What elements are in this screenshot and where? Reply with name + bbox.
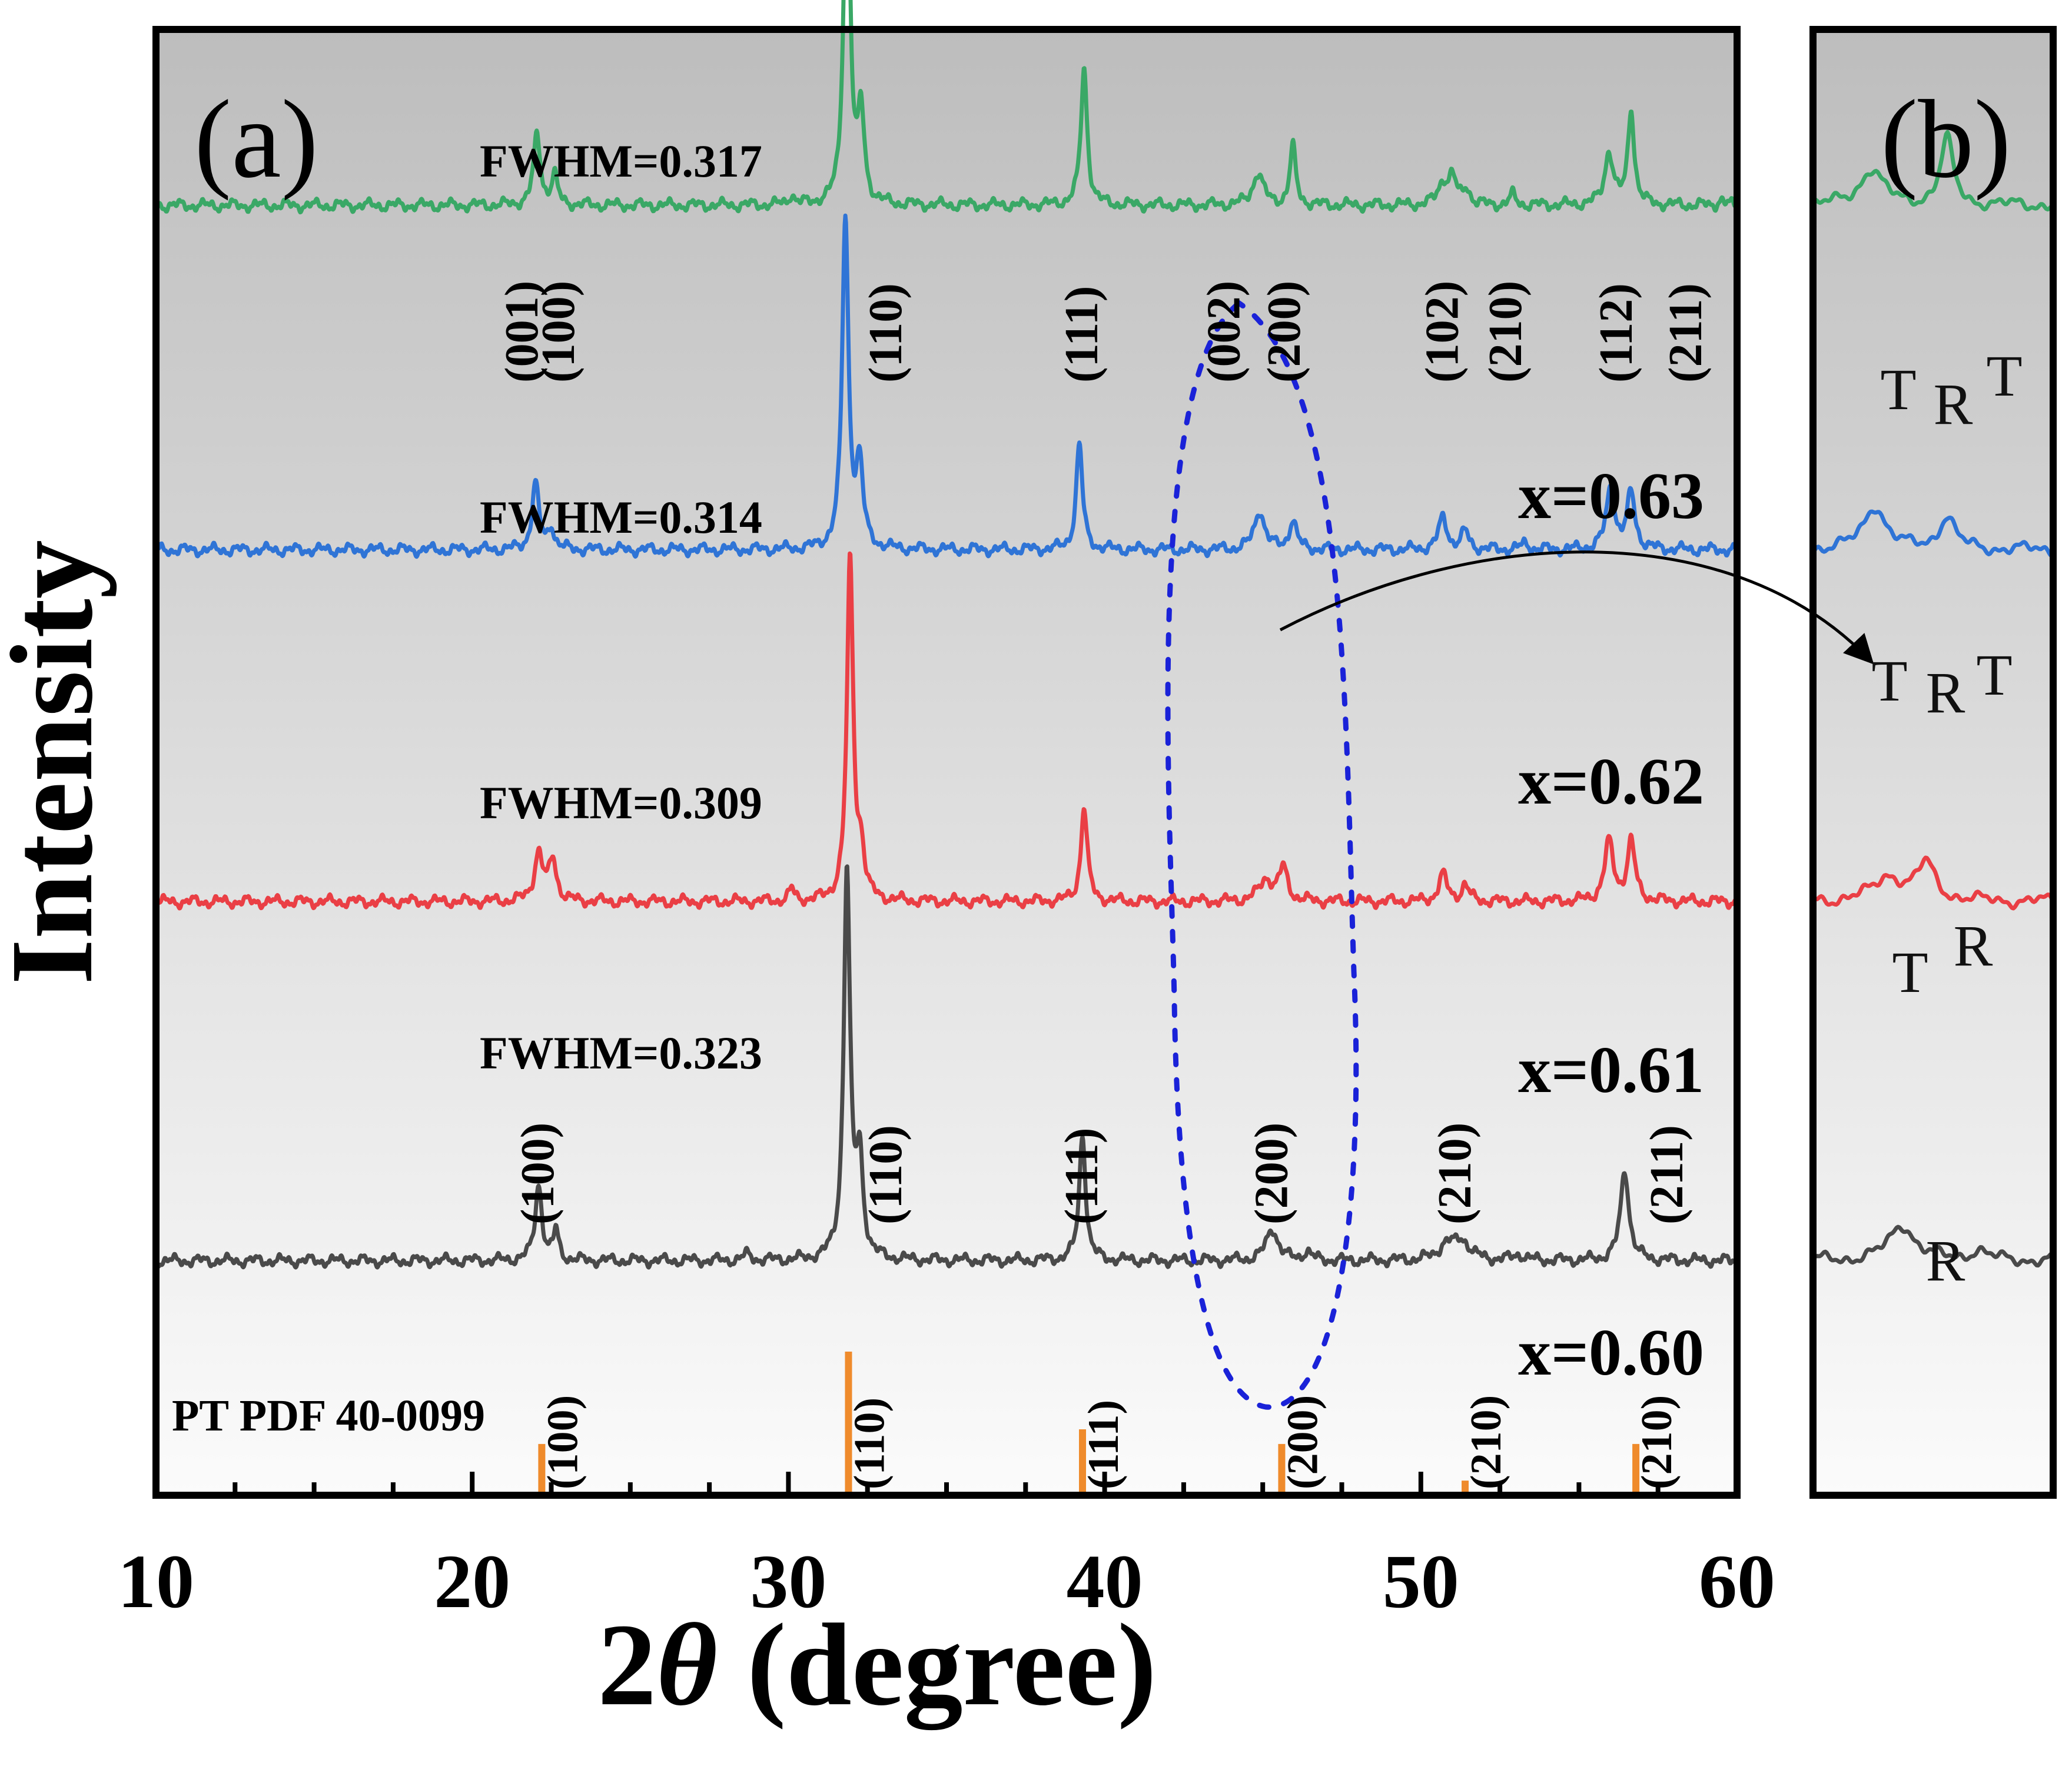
peak-index-label: (102)	[1416, 281, 1468, 383]
reference-name: PT PDF 40-0099	[172, 1391, 485, 1441]
x-tick-label: 50	[1383, 1539, 1459, 1624]
inset-phase-label: T	[1880, 357, 1916, 422]
reference-stick-label: (100)	[539, 1395, 587, 1489]
x-axis-label-theta: θ	[656, 1600, 718, 1730]
inset-phase-label: R	[1954, 913, 1993, 978]
peak-index-label: (111)	[1056, 1128, 1108, 1224]
y-axis-label: Intensity	[0, 540, 117, 985]
x-axis-label: 2θ (degree)	[597, 1600, 1157, 1730]
inset-phase-label: T	[1986, 343, 2022, 409]
inset-trace-x-0-61	[1812, 855, 2056, 911]
trace-x-0-60	[154, 864, 1739, 1270]
reference-stick-label: (110)	[845, 1398, 894, 1489]
composition-label-x-0-63: x=0.63	[1518, 460, 1704, 533]
x-axis-label-suffix: (degree)	[718, 1600, 1157, 1730]
reference-sticks: (100) (110) (111) (200) (210) (210)PT PDF 40-…	[172, 1351, 1681, 1495]
x-tick-label: 30	[750, 1539, 826, 1624]
fwhm-label-x-0-60: FWHM=0.323	[480, 1027, 762, 1078]
inset-phase-label: R	[1926, 1228, 1965, 1293]
x-tick-label: 60	[1699, 1539, 1775, 1624]
panel-b-frame	[1809, 26, 2057, 1499]
inset-phase-label: T	[1892, 940, 1928, 1005]
reference-stick-label: (210)	[1462, 1395, 1510, 1489]
inset-trace-x-0-60	[1811, 1224, 2054, 1268]
peak-index-label: (110)	[860, 283, 912, 383]
peak-index-label: (002)	[1198, 281, 1250, 383]
composition-label-x-0-62: x=0.62	[1518, 745, 1704, 818]
inset-trace-x-0-63	[1811, 130, 2054, 212]
zoom-arrow	[1279, 550, 1874, 665]
x-tick-label: 40	[1067, 1539, 1143, 1624]
xrd-traces	[154, 0, 1739, 1270]
x-tick-label: 10	[118, 1539, 194, 1624]
composition-label-x-0-60: x=0.60	[1518, 1316, 1704, 1389]
inset-phase-label: R	[1934, 371, 1973, 437]
peak-index-label: (100)	[512, 1123, 564, 1224]
peak-index-label: (100)	[533, 281, 585, 383]
x-axis-label-prefix: 2	[597, 1600, 656, 1730]
fwhm-label-x-0-63: FWHM=0.317	[480, 135, 762, 187]
inset-trace-x-0-62	[1811, 509, 2054, 558]
phase-region-ellipse	[1165, 300, 1359, 1410]
panel-a-background	[156, 29, 1737, 1495]
peak-index-label: (112)	[1590, 283, 1642, 383]
trace-x-0-63	[154, 0, 1739, 215]
trace-x-0-62	[154, 213, 1739, 559]
peak-index-label: (211)	[1660, 283, 1712, 383]
peak-index-label: (001)	[496, 281, 548, 383]
peak-index-label: (210)	[1429, 1123, 1481, 1224]
panel-a-label: (a)	[194, 78, 318, 201]
peak-index-label: (200)	[1246, 1123, 1297, 1224]
peak-index-label: (210)	[1480, 281, 1532, 383]
reference-stick-label: (210)	[1633, 1395, 1681, 1489]
peak-index-label: (211)	[1641, 1125, 1693, 1224]
composition-label-x-0-61: x=0.61	[1518, 1034, 1704, 1107]
inset-phase-label: T	[1871, 648, 1907, 713]
fwhm-label-x-0-62: FWHM=0.314	[480, 492, 762, 543]
trace-x-0-61	[154, 551, 1739, 911]
x-tick-label: 20	[434, 1539, 510, 1624]
inset-phase-label: R	[1926, 660, 1965, 725]
x-axis-ticks: 10 20 30 40 50 60	[118, 1472, 1775, 1624]
peak-index-label: (200)	[1259, 281, 1310, 383]
panel-b-label: (b)	[1881, 78, 2011, 201]
inset-traces	[1811, 130, 2056, 1268]
peak-index-label: (110)	[860, 1125, 912, 1224]
inset-phase-label: T	[1976, 642, 2012, 708]
fwhm-label-x-0-61: FWHM=0.309	[480, 777, 762, 828]
reference-stick-label: (200)	[1279, 1395, 1327, 1489]
peak-index-label: (111)	[1056, 286, 1108, 383]
